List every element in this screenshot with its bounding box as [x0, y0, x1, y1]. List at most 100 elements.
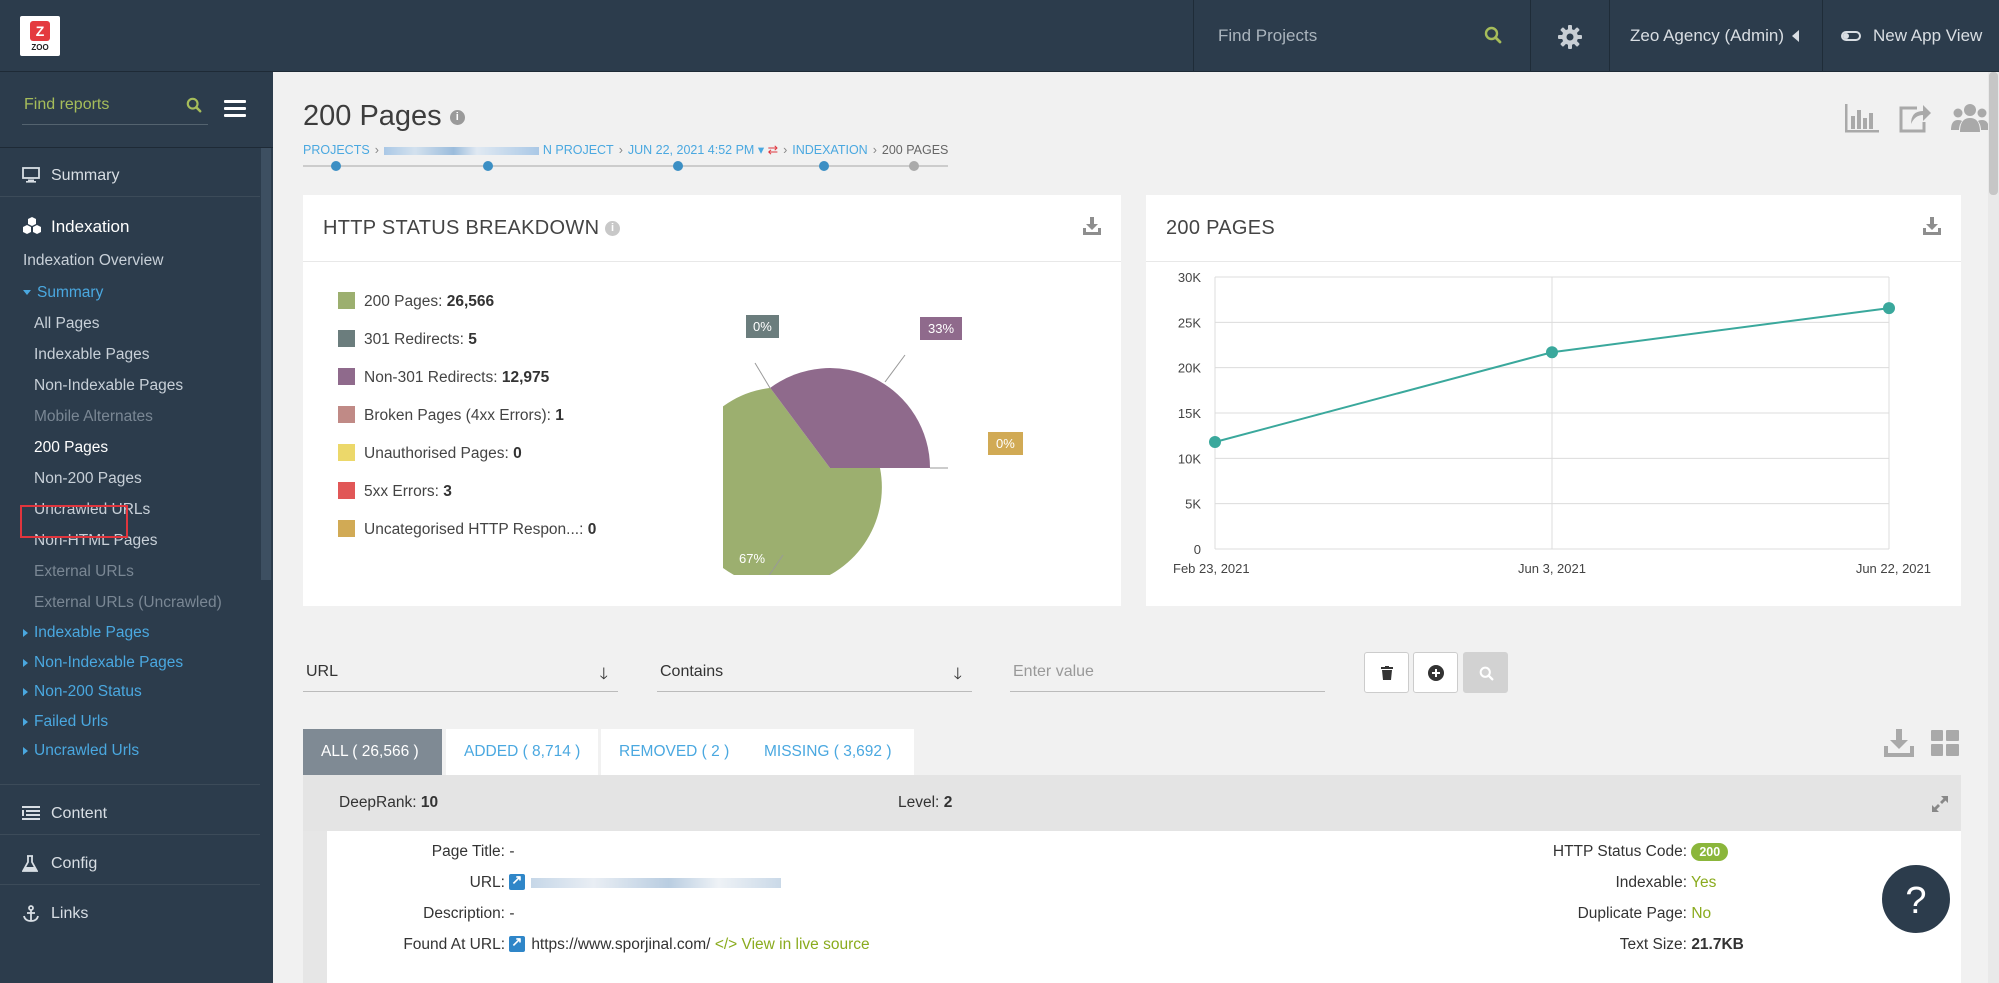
sidebar-group-summary[interactable]: Summary: [23, 284, 103, 302]
caret-down-icon: [23, 290, 31, 296]
status-pie-chart: [723, 354, 948, 575]
sidebar-item-summary[interactable]: Summary: [0, 152, 260, 200]
add-filter-button[interactable]: [1413, 652, 1458, 693]
breadcrumb-indexation[interactable]: INDEXATION: [792, 143, 868, 157]
main-content: 200 Pages i PROJECTS › N PROJECT › JUN 22, 2…: [273, 72, 1999, 983]
sidebar-item-external-urls-uncrawled[interactable]: External URLs (Uncrawled): [34, 594, 222, 611]
field-select[interactable]: URL 🡓: [303, 652, 618, 692]
sidebar-group-non-indexable-pages[interactable]: Non-Indexable Pages: [23, 654, 183, 672]
redacted-url[interactable]: [531, 877, 782, 888]
sidebar-item-label: Summary: [51, 167, 120, 184]
breadcrumb-project[interactable]: N PROJECT: [542, 143, 614, 157]
sidebar-group-failed-urls[interactable]: Failed Urls: [23, 713, 108, 731]
redacted-project-name: [383, 146, 539, 155]
info-icon[interactable]: i: [605, 221, 621, 237]
new-app-view-toggle[interactable]: New App View: [1823, 0, 1999, 72]
sidebar-item-non-200-pages[interactable]: Non-200 Pages: [34, 470, 142, 487]
sidebar-group-uncrawled-urls[interactable]: Uncrawled Urls: [23, 742, 139, 760]
page-scrollbar[interactable]: [1988, 72, 1999, 983]
tab-added[interactable]: ADDED ( 8,714 ): [446, 729, 598, 775]
plus-circle-icon: [1428, 665, 1444, 681]
sidebar-item-all-pages[interactable]: All Pages: [34, 315, 100, 332]
gear-icon: [1558, 25, 1582, 49]
legend-item[interactable]: Unauthorised Pages: 0: [338, 444, 596, 482]
app-logo[interactable]: Z ZOO: [20, 16, 60, 56]
download-icon[interactable]: [1884, 729, 1914, 757]
filter-value-input[interactable]: Enter value: [1010, 652, 1325, 692]
tab-removed[interactable]: REMOVED ( 2 ): [601, 729, 748, 775]
pie-slice-non-301[interactable]: [770, 368, 930, 468]
sidebar-group-indexable-pages[interactable]: Indexable Pages: [23, 624, 149, 642]
status-badge: 200: [1691, 843, 1729, 861]
pie-slice-200[interactable]: [723, 387, 882, 575]
compare-icon[interactable]: ⇄: [767, 143, 779, 157]
legend-item[interactable]: Uncategorised HTTP Respon...: 0: [338, 520, 596, 558]
legend-item[interactable]: Non-301 Redirects: 12,975: [338, 368, 596, 406]
help-button[interactable]: ?: [1880, 863, 1952, 935]
sidebar-item-non-indexable-pages[interactable]: Non-Indexable Pages: [34, 377, 184, 394]
breadcrumb-projects[interactable]: PROJECTS: [303, 143, 370, 157]
url-field: URL:: [327, 872, 782, 892]
y-tick-label: 20K: [1178, 361, 1201, 376]
monitor-icon: [22, 167, 40, 183]
arrow-down-icon: 🡓: [953, 666, 962, 683]
sidebar-item-content[interactable]: Content: [0, 790, 260, 838]
user-menu[interactable]: Zeo Agency (Admin): [1610, 0, 1822, 72]
found-at-url[interactable]: https://www.sporjinal.com/: [531, 936, 711, 953]
sidebar-scrollbar[interactable]: [261, 148, 271, 580]
sidebar-item-config[interactable]: Config: [0, 840, 260, 888]
download-icon[interactable]: [1083, 217, 1101, 235]
expand-icon[interactable]: [1931, 795, 1949, 813]
tab-missing[interactable]: MISSING ( 3,692 ): [746, 729, 914, 775]
legend-item[interactable]: 200 Pages: 26,566: [338, 292, 596, 330]
external-link-icon[interactable]: [509, 872, 526, 890]
x-tick-label: Feb 23, 2021: [1173, 561, 1250, 576]
grid-view-icon[interactable]: [1931, 730, 1959, 756]
download-icon[interactable]: [1923, 217, 1941, 235]
operator-select[interactable]: Contains 🡓: [657, 652, 972, 692]
code-icon: </>: [714, 936, 738, 953]
report-search[interactable]: Find reports: [22, 92, 208, 125]
apply-search-button[interactable]: [1463, 652, 1508, 693]
legend-swatch: [338, 520, 355, 537]
record-header[interactable]: DeepRank: 10 Level: 2: [303, 775, 1961, 831]
view-live-source-link[interactable]: View in live source: [741, 936, 870, 953]
settings-button[interactable]: [1531, 0, 1609, 72]
page-title: 200 Pages i: [303, 100, 465, 133]
breadcrumb-date[interactable]: JUN 22, 2021 4:52 PM: [627, 143, 755, 157]
sidebar-item-mobile-alternates[interactable]: Mobile Alternates: [34, 408, 153, 425]
sidebar-group-non-200-status[interactable]: Non-200 Status: [23, 683, 142, 701]
info-icon[interactable]: i: [449, 109, 465, 125]
report-search-input[interactable]: Find reports: [24, 96, 110, 113]
sidebar-item-indexable-pages[interactable]: Indexable Pages: [34, 346, 150, 363]
top-bar: Z ZOO Find Projects Zeo Agency (Admin) N…: [0, 0, 1999, 72]
search-icon[interactable]: [1484, 26, 1502, 44]
sidebar-item-links[interactable]: Links: [0, 890, 260, 938]
breadcrumb-current: 200 PAGES: [881, 143, 949, 157]
delete-filter-button[interactable]: [1364, 652, 1409, 693]
project-search-input[interactable]: Find Projects: [1218, 26, 1318, 45]
pie-label: 0%: [988, 432, 1023, 455]
arrow-down-icon: 🡓: [599, 666, 608, 683]
bar-chart-icon[interactable]: [1843, 104, 1879, 134]
menu-icon[interactable]: [224, 100, 246, 118]
legend-item[interactable]: 301 Redirects: 5: [338, 330, 596, 368]
legend-item[interactable]: 5xx Errors: 3: [338, 482, 596, 520]
project-search[interactable]: Find Projects: [1194, 0, 1530, 72]
y-tick-label: 5K: [1185, 497, 1201, 512]
page-title-field: Page Title: -: [431, 843, 515, 860]
sidebar-item-indexation-overview[interactable]: Indexation Overview: [23, 252, 164, 269]
sidebar-item-200-pages[interactable]: 200 Pages: [34, 439, 109, 456]
deeprank: DeepRank: 10: [339, 794, 439, 811]
level: Level: 2: [898, 794, 953, 811]
external-link-icon[interactable]: [509, 934, 526, 952]
logo-text: ZOO: [31, 43, 49, 52]
tab-all[interactable]: ALL ( 26,566 ): [303, 729, 442, 775]
sidebar-item-indexation[interactable]: Indexation: [0, 202, 260, 250]
search-icon[interactable]: [186, 97, 202, 113]
users-icon[interactable]: [1951, 102, 1989, 134]
share-icon[interactable]: [1897, 102, 1931, 134]
sidebar-item-external-urls[interactable]: External URLs: [34, 563, 134, 580]
trash-icon: [1381, 666, 1393, 680]
legend-item[interactable]: Broken Pages (4xx Errors): 1: [338, 406, 596, 444]
